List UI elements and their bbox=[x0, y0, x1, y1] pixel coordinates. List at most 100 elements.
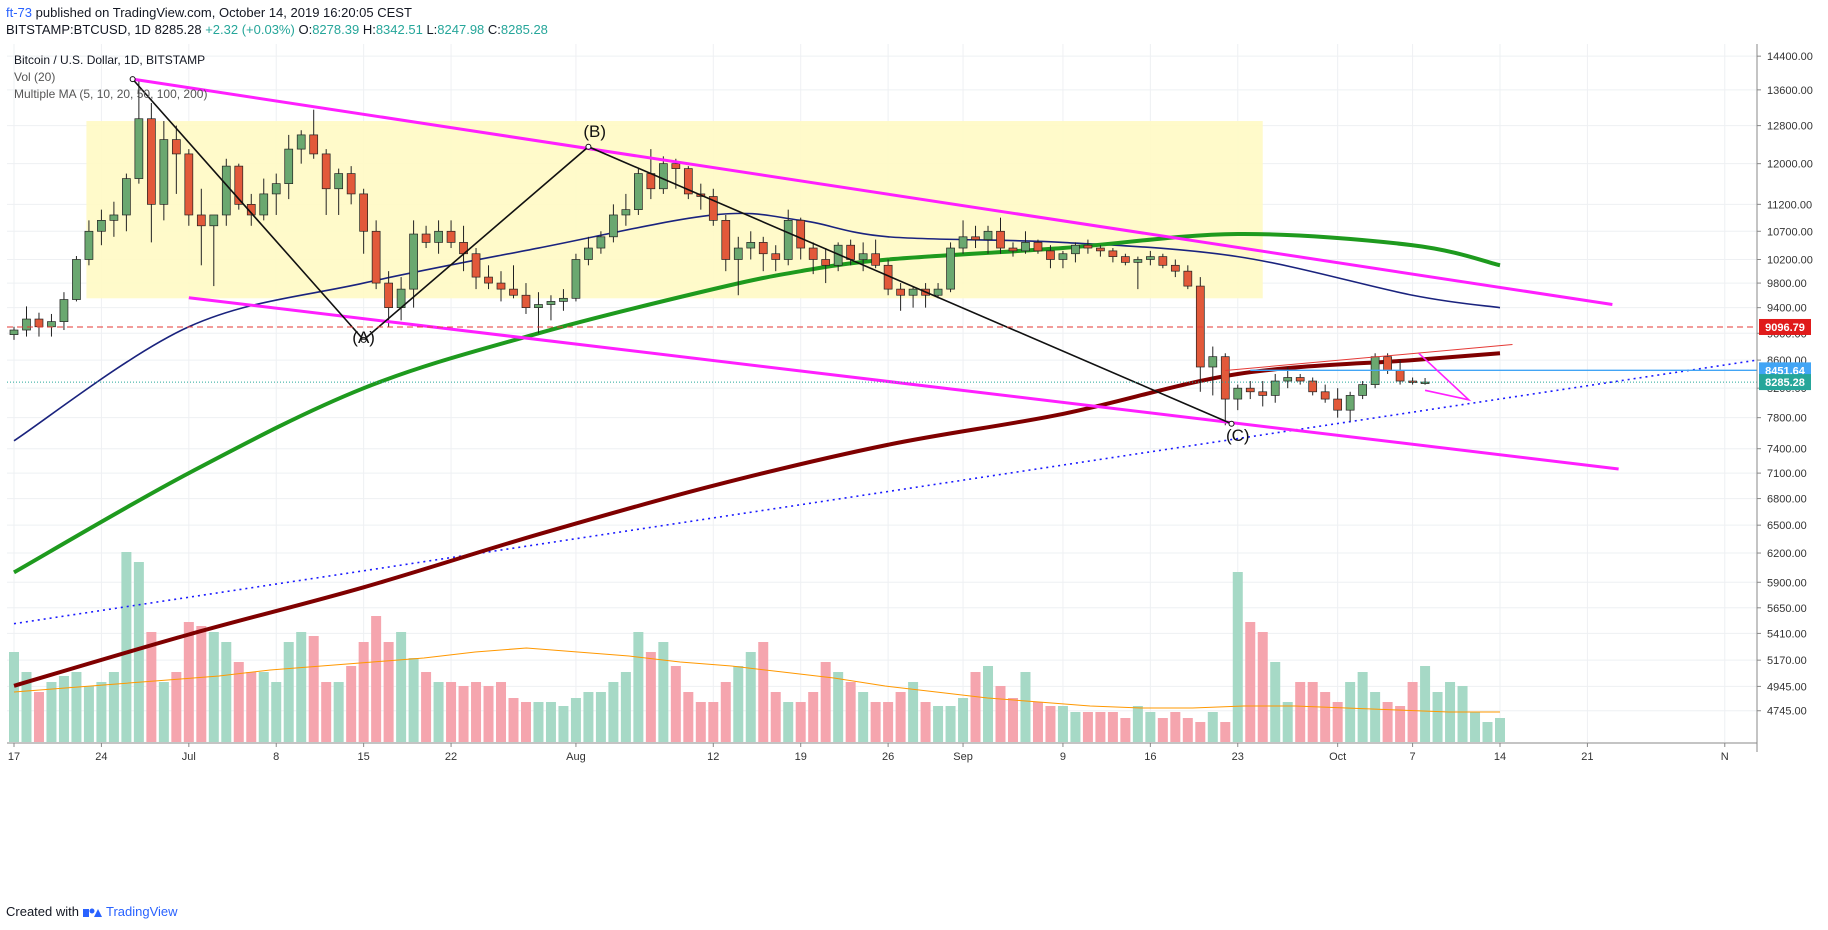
volume-bar bbox=[108, 672, 119, 742]
candle-body bbox=[122, 178, 131, 216]
candle-body bbox=[72, 259, 81, 300]
volume-bar bbox=[271, 682, 282, 742]
volume-bar bbox=[1032, 702, 1043, 742]
volume-bar bbox=[1207, 712, 1218, 742]
candle-body bbox=[109, 214, 119, 221]
legend-title: Bitcoin / U.S. Dollar, 1D, BITSTAMP bbox=[14, 53, 205, 67]
candle-body bbox=[1320, 391, 1330, 400]
volume-bar bbox=[358, 642, 369, 742]
volume-bar bbox=[133, 562, 144, 742]
candle-body bbox=[171, 139, 181, 155]
price-badge bbox=[1759, 374, 1811, 391]
volume-bar bbox=[695, 702, 706, 742]
candle-body bbox=[209, 214, 219, 227]
price-chart[interactable]: (A) (B) (C) 14400.00 13600.00 12800.00 12000.… bbox=[0, 44, 1828, 900]
volume-bar bbox=[970, 672, 981, 742]
wave-label: (A) bbox=[352, 328, 375, 347]
volume-bar bbox=[1457, 686, 1468, 742]
volume-bar bbox=[683, 692, 694, 742]
time-tick-label: 8 bbox=[273, 751, 279, 763]
price-tick-label: 5650.00 bbox=[1767, 603, 1807, 615]
volume-bar bbox=[583, 692, 594, 742]
candle-body bbox=[1158, 256, 1168, 266]
volume-bar bbox=[1295, 682, 1306, 742]
candle-body bbox=[958, 236, 968, 249]
volume-bar bbox=[795, 702, 806, 742]
volume-bar bbox=[1370, 692, 1381, 742]
price-tick-label: 5900.00 bbox=[1767, 577, 1807, 589]
candle-body bbox=[1096, 247, 1105, 252]
time-tick-label: Sep bbox=[953, 751, 973, 763]
ma-line-ma200 bbox=[13, 351, 1501, 688]
candle-body bbox=[1071, 244, 1080, 255]
price-tick-label: 12800.00 bbox=[1767, 121, 1813, 133]
candle-body bbox=[1008, 247, 1018, 252]
candle-body bbox=[1058, 253, 1068, 260]
candle-body bbox=[1420, 381, 1430, 384]
candle-body bbox=[721, 220, 731, 260]
candle-body bbox=[9, 329, 19, 335]
candle-body bbox=[1220, 356, 1230, 400]
volume-bar bbox=[533, 702, 544, 742]
tradingview-link[interactable]: TradingView bbox=[105, 904, 178, 919]
time-axis[interactable]: 17 24 Jul 8 15 22 Aug 12 19 26 Sep 9 16 23 Oct 7 14 21 N bbox=[7, 742, 1757, 763]
volume-bar bbox=[171, 672, 182, 742]
price-tick-label: 4945.00 bbox=[1767, 681, 1807, 693]
volume-bar bbox=[396, 632, 407, 742]
candles bbox=[9, 81, 1430, 426]
price-axis[interactable]: 14400.00 13600.00 12800.00 12000.00 11200.00… bbox=[1756, 44, 1813, 752]
volume-bar bbox=[371, 616, 382, 742]
price-tick-label: 7400.00 bbox=[1767, 444, 1807, 456]
volume-bar bbox=[895, 692, 906, 742]
volume-bar bbox=[246, 672, 257, 742]
candle-body bbox=[47, 321, 56, 328]
candle-body bbox=[534, 304, 543, 309]
volume-bar bbox=[33, 692, 44, 742]
volume-bar bbox=[1307, 682, 1318, 742]
author-link[interactable]: ft-73 bbox=[6, 5, 33, 20]
volume-bar bbox=[458, 686, 469, 742]
candle-body bbox=[596, 236, 606, 249]
candle-body bbox=[946, 247, 955, 290]
volume-bar bbox=[1257, 632, 1268, 742]
price-badge bbox=[1759, 318, 1811, 335]
volume-bar bbox=[658, 642, 669, 742]
candle-body bbox=[159, 139, 169, 205]
time-tick-label: 22 bbox=[445, 751, 457, 763]
volume-bar bbox=[945, 706, 956, 742]
candle-body bbox=[1183, 270, 1193, 287]
price-tick-label: 7800.00 bbox=[1767, 413, 1807, 425]
abc-wave-line bbox=[132, 78, 1232, 425]
volume-bar bbox=[1120, 718, 1131, 742]
price-change: +2.32 (+0.03%) bbox=[205, 22, 295, 37]
volume-bar bbox=[1157, 718, 1168, 742]
candle-body bbox=[584, 247, 593, 260]
candle-body bbox=[271, 183, 281, 195]
candle-body bbox=[1033, 242, 1043, 252]
volume-bar bbox=[471, 682, 482, 742]
tradingview-logo-icon bbox=[82, 908, 102, 917]
created-with: Created with bbox=[6, 904, 79, 919]
candle-body bbox=[1295, 377, 1305, 382]
volume-bar bbox=[758, 642, 769, 742]
volume-bar bbox=[1182, 718, 1193, 742]
candle-body bbox=[996, 230, 1005, 249]
wave-point bbox=[585, 143, 592, 150]
legend: Bitcoin / U.S. Dollar, 1D, BITSTAMP Vol … bbox=[14, 53, 207, 101]
candle-body bbox=[1146, 256, 1155, 260]
volume-bar bbox=[233, 662, 244, 742]
time-tick-label: 17 bbox=[8, 751, 20, 763]
candle-body bbox=[683, 168, 693, 195]
volume-bar bbox=[146, 632, 157, 742]
time-tick-label: 7 bbox=[1410, 751, 1416, 763]
candle-body bbox=[147, 118, 156, 205]
volume-bar bbox=[1345, 682, 1356, 742]
range-box bbox=[86, 121, 1263, 299]
time-tick-label: 14 bbox=[1494, 751, 1506, 763]
volume-bar bbox=[1407, 682, 1418, 742]
legend-ma: Multiple MA (5, 10, 20, 50, 100, 200) bbox=[14, 87, 207, 101]
volume-bar bbox=[158, 682, 169, 742]
volume-bar bbox=[496, 682, 507, 742]
volume-bar bbox=[333, 682, 344, 742]
candle-body bbox=[1345, 395, 1355, 411]
